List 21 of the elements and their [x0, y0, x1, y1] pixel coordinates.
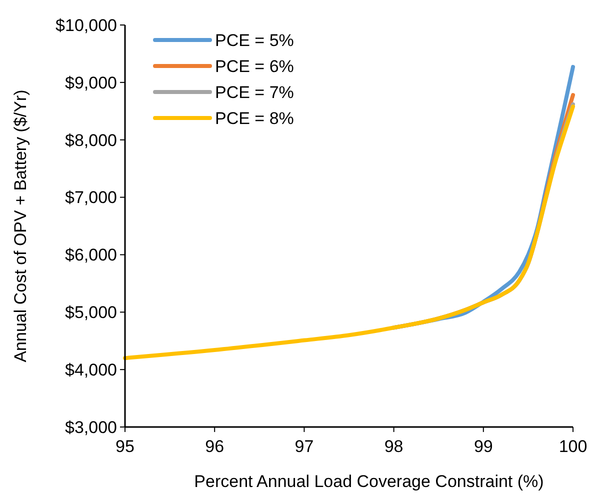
y-tick-label: $5,000 — [65, 303, 117, 322]
x-tick-label: 98 — [384, 437, 404, 456]
x-tick-label: 96 — [205, 437, 224, 456]
legend-label: PCE = 6% — [215, 56, 294, 76]
legend-label: PCE = 7% — [215, 82, 294, 102]
y-tick-label: $6,000 — [65, 246, 117, 265]
x-tick-label: 100 — [558, 437, 588, 456]
y-tick-label: $7,000 — [65, 188, 117, 208]
y-tick-label: $3,000 — [65, 418, 117, 437]
y-axis-title: Annual Cost of OPV + Battery ($/Yr) — [11, 90, 30, 362]
y-tick-label: $9,000 — [65, 73, 117, 92]
legend-label: PCE = 8% — [215, 108, 294, 128]
x-axis-title: Percent Annual Load Coverage Constraint (%) — [194, 472, 544, 491]
y-tick-label: $4,000 — [65, 360, 117, 380]
y-tick-label: $10,000 — [56, 16, 117, 35]
x-tick-label: 95 — [116, 437, 134, 456]
x-tick-label: 99 — [474, 437, 493, 456]
x-tick-label: 97 — [294, 437, 314, 456]
line-series — [123, 104, 575, 360]
y-tick-label: $8,000 — [65, 130, 117, 150]
legend-label: PCE = 5% — [215, 30, 294, 50]
